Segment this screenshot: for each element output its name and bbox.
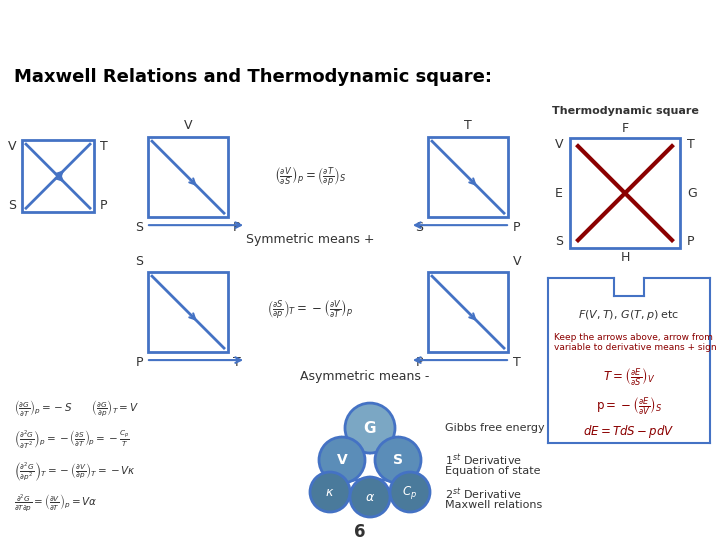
Text: $\alpha$: $\alpha$ <box>365 490 375 503</box>
Text: $dE = TdS - pdV$: $dE = TdS - pdV$ <box>583 423 675 440</box>
Bar <box>428 137 508 217</box>
Text: 1$^{st}$ Derivative: 1$^{st}$ Derivative <box>445 452 522 468</box>
Text: P: P <box>233 221 240 234</box>
Circle shape <box>375 437 421 483</box>
Text: $\left(\frac{\partial V}{\partial S}\right)_p = \left(\frac{\partial T}{\partial: $\left(\frac{\partial V}{\partial S}\rig… <box>274 166 346 188</box>
Text: V: V <box>513 255 521 268</box>
Text: G: G <box>364 421 377 436</box>
Text: Maxwell relations: Maxwell relations <box>445 500 542 510</box>
Text: T: T <box>513 356 521 369</box>
Circle shape <box>390 472 430 512</box>
Text: S: S <box>135 221 143 234</box>
Text: S: S <box>135 255 143 268</box>
Text: TEMPLE: TEMPLE <box>45 12 94 22</box>
Circle shape <box>345 403 395 453</box>
Text: G: G <box>687 187 697 200</box>
Text: S: S <box>415 221 423 234</box>
Text: T: T <box>100 140 108 153</box>
Bar <box>22 140 94 212</box>
Bar <box>570 138 680 248</box>
Bar <box>148 272 228 352</box>
Text: $\left(\frac{\partial^2 G}{\partial p^2}\right)_T = -\left(\frac{\partial V}{\pa: $\left(\frac{\partial^2 G}{\partial p^2}… <box>14 460 136 483</box>
Text: F: F <box>621 122 629 135</box>
Text: V: V <box>7 140 16 153</box>
Text: P: P <box>415 356 423 369</box>
Text: T: T <box>233 356 240 369</box>
Text: $F(V,T),\, G(T,p)\;\mathrm{etc}$: $F(V,T),\, G(T,p)\;\mathrm{etc}$ <box>578 308 680 322</box>
Circle shape <box>350 477 390 517</box>
Text: Thermodynamic square: Thermodynamic square <box>552 106 698 116</box>
Text: $\left(\frac{\partial G}{\partial T}\right)_p = -S \qquad \left(\frac{\partial G: $\left(\frac{\partial G}{\partial T}\rig… <box>14 398 139 418</box>
Text: S: S <box>393 453 403 467</box>
Text: E: E <box>555 187 563 200</box>
Text: P: P <box>100 199 107 212</box>
Text: P: P <box>135 356 143 369</box>
Bar <box>428 272 508 352</box>
Text: S: S <box>8 199 16 212</box>
Text: V: V <box>184 119 192 132</box>
Text: V: V <box>337 453 347 467</box>
Text: 2$^{st}$ Derivative: 2$^{st}$ Derivative <box>445 486 522 502</box>
Text: T: T <box>464 119 472 132</box>
Text: $\left(\frac{\partial^2 G}{\partial T^2}\right)_p = -\left(\frac{\partial S}{\pa: $\left(\frac{\partial^2 G}{\partial T^2}… <box>14 428 130 450</box>
Text: 6: 6 <box>354 523 366 540</box>
Text: T: T <box>687 138 695 151</box>
Text: $T = \left(\frac{\partial E}{\partial S}\right)_V$: $T = \left(\frac{\partial E}{\partial S}… <box>603 366 655 387</box>
Text: $C_p$: $C_p$ <box>402 483 418 501</box>
Text: Maxwell Relations: Maxwell Relations <box>289 18 431 32</box>
Bar <box>148 137 228 217</box>
Text: Keep the arrows above, arrow from
variable to derivative means + sign: Keep the arrows above, arrow from variab… <box>554 333 716 353</box>
Text: Asymmetric means -: Asymmetric means - <box>300 370 430 383</box>
Text: Symmetric means +: Symmetric means + <box>246 233 374 246</box>
Text: $\kappa$: $\kappa$ <box>325 485 335 498</box>
Circle shape <box>319 437 365 483</box>
Circle shape <box>310 472 350 512</box>
Text: $\frac{\partial^2 G}{\partial T \partial p} = \left(\frac{\partial V}{\partial T: $\frac{\partial^2 G}{\partial T \partial… <box>14 492 98 512</box>
Text: P: P <box>513 221 521 234</box>
Text: UNIVERSITY®: UNIVERSITY® <box>45 32 89 37</box>
Text: V: V <box>554 138 563 151</box>
Text: Maxwell Relations and Thermodynamic square:: Maxwell Relations and Thermodynamic squa… <box>14 68 492 86</box>
Text: H: H <box>621 251 630 264</box>
Text: P: P <box>687 235 695 248</box>
Text: $\mathrm{p} = -\left(\frac{\partial E}{\partial V}\right)_S$: $\mathrm{p} = -\left(\frac{\partial E}{\… <box>595 395 662 416</box>
Text: S: S <box>555 235 563 248</box>
Text: Gibbs free energy: Gibbs free energy <box>445 423 544 433</box>
Text: Equation of state: Equation of state <box>445 466 541 476</box>
Text: $\left(\frac{\partial S}{\partial p}\right)_T = -\left(\frac{\partial V}{\partia: $\left(\frac{\partial S}{\partial p}\rig… <box>266 299 354 321</box>
Text: T: T <box>17 13 30 31</box>
